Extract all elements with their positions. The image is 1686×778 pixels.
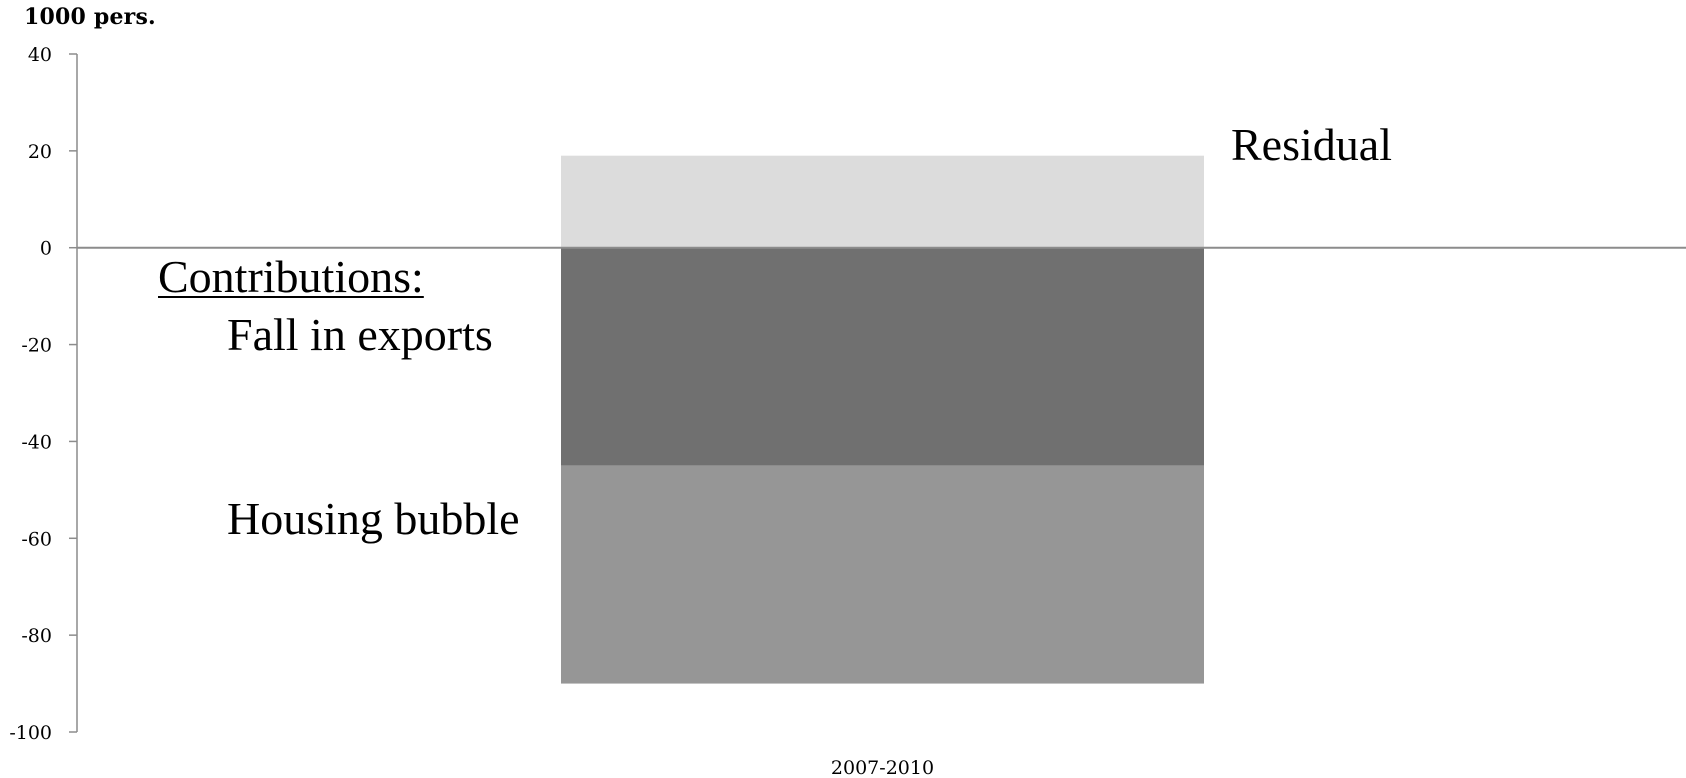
x-tick-label: 2007-2010 xyxy=(831,757,934,778)
y-tick-label: -40 xyxy=(21,431,52,453)
y-tick-label: -60 xyxy=(21,528,52,550)
bar-segment-fall-in-exports xyxy=(561,247,1204,466)
bar-segment-housing-bubble xyxy=(561,465,1204,684)
annotation-housing-bubble: Housing bubble xyxy=(227,493,520,544)
bars-group xyxy=(561,155,1204,684)
y-tick-label: -20 xyxy=(21,335,52,357)
y-tick-label: 20 xyxy=(28,141,52,163)
axes-group: 40 20 0 -20 -40 -60 -80 -100 2007-2010 xyxy=(9,44,1686,778)
y-axis-label: 1000 pers. xyxy=(24,4,156,30)
bar-segment-residual xyxy=(561,155,1204,248)
y-tick-label: -80 xyxy=(21,625,52,647)
y-tick-label: 40 xyxy=(28,44,52,66)
y-tick-label: 0 xyxy=(40,238,52,260)
annotation-residual: Residual xyxy=(1231,119,1392,170)
y-tick-label: -100 xyxy=(9,722,52,744)
annotation-contributions: Contributions: xyxy=(158,251,424,302)
annotation-fall-in-exports: Fall in exports xyxy=(227,309,493,360)
